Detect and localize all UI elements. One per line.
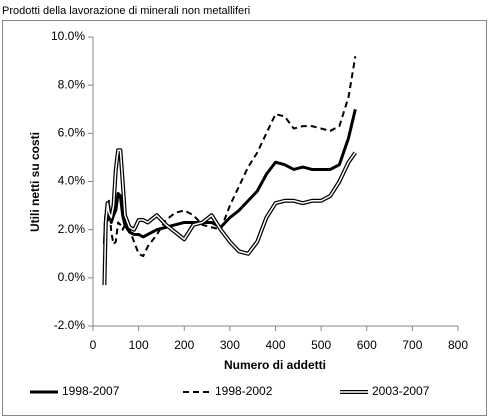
y-tick-label: 8.0% [58,77,86,91]
y-tick-label: 0.0% [58,270,86,284]
x-tick-label: 800 [448,338,468,352]
x-tick-label: 200 [174,338,194,352]
chart-title: Prodotti della lavorazione di minerali n… [2,5,250,17]
x-tick-label: 300 [220,338,240,352]
x-axis-title: Numero di addetti [224,358,326,372]
legend-label: 1998-2007 [62,384,120,398]
series-line-inner [103,149,356,286]
series-line [103,56,357,258]
chart-frame [2,20,487,416]
y-tick-label: 10.0% [51,29,85,43]
y-tick-label: -2.0% [54,318,86,332]
x-tick-label: 400 [265,338,285,352]
y-tick-label: 6.0% [58,126,86,140]
y-tick-label: 4.0% [58,174,86,188]
x-tick-label: 0 [90,338,97,352]
x-tick-label: 500 [311,338,331,352]
x-tick-label: 100 [129,338,149,352]
x-tick-label: 600 [357,338,377,352]
y-tick-label: 2.0% [58,222,86,236]
x-tick-label: 700 [402,338,422,352]
legend-label: 2003-2007 [372,384,430,398]
y-axis-title: Utili netti su costi [28,132,42,232]
series-line [102,108,357,245]
legend-label: 1998-2002 [215,384,273,398]
